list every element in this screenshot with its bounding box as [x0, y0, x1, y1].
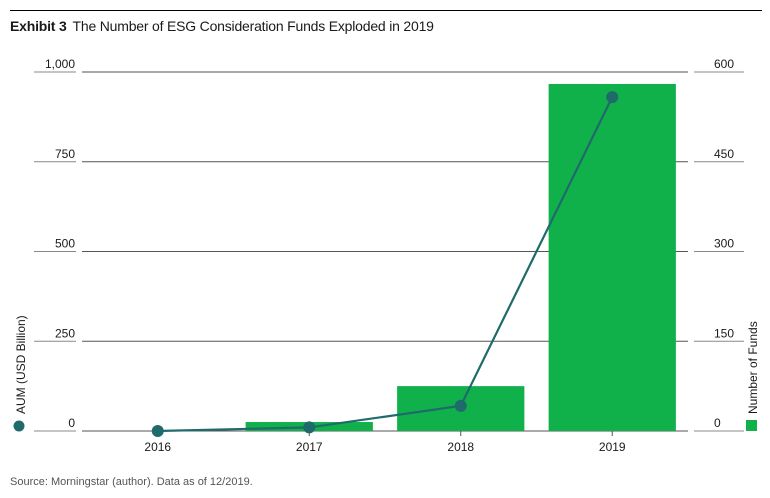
right-tick-label: 450: [714, 147, 734, 161]
chart-title-line: Exhibit 3 The Number of ESG Consideration…: [10, 18, 434, 34]
left-tick-label: 0: [68, 416, 75, 430]
x-tick-label: 2018: [447, 440, 474, 454]
top-rule: [10, 10, 762, 11]
left-tick-label: 500: [55, 237, 75, 251]
right-tick-label: 600: [714, 57, 734, 71]
left-tick-label: 1,000: [45, 57, 75, 71]
exhibit-label: Exhibit 3: [10, 18, 67, 34]
chart-title: The Number of ESG Consideration Funds Ex…: [72, 18, 434, 34]
left-legend-marker: [13, 420, 25, 432]
aum-point: [606, 91, 619, 104]
aum-line: [157, 96, 614, 433]
source-note: Source: Morningstar (author). Data as of…: [10, 476, 253, 488]
right-tick-label: 300: [714, 237, 734, 251]
bar: [548, 83, 676, 431]
right-tick-label: 0: [714, 416, 721, 430]
x-tick-label: 2016: [144, 440, 171, 454]
left-tick-label: 750: [55, 147, 75, 161]
right-tick-label: 150: [714, 326, 734, 340]
right-axis-title: Number of Funds: [746, 321, 760, 414]
right-legend-marker: [746, 420, 757, 431]
x-tick-label: 2017: [296, 440, 323, 454]
aum-point: [454, 399, 467, 412]
x-tick-label: 2019: [599, 440, 626, 454]
left-tick-label: 250: [55, 326, 75, 340]
aum-point: [303, 421, 316, 434]
left-axis-title: AUM (USD Billion): [14, 315, 28, 414]
aum-point: [151, 425, 164, 437]
